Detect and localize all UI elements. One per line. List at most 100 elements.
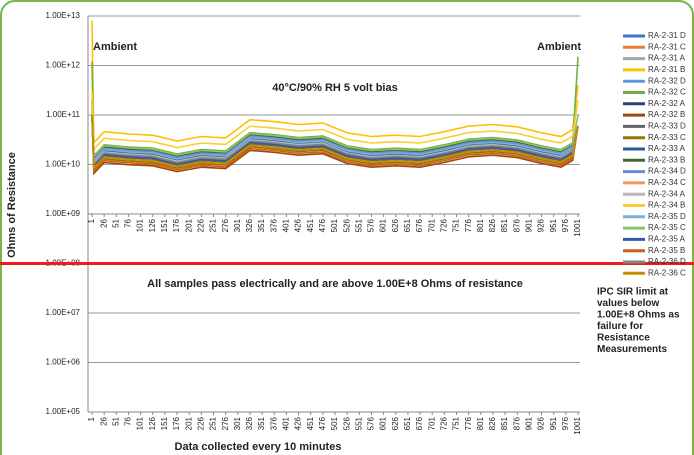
x-tick-label: 676 (415, 218, 424, 232)
x-tick-label: 401 (282, 218, 291, 232)
x-tick-label: 176 (172, 416, 181, 430)
note-line: values below (597, 298, 659, 309)
legend-label: RA-2-35 C (648, 223, 686, 232)
x-tick-label: 251 (209, 416, 218, 430)
series-line (91, 20, 579, 145)
x-tick-label: 701 (427, 218, 436, 232)
x-tick-label: 576 (367, 416, 376, 430)
x-tick-label: 651 (403, 218, 412, 232)
legend-label: RA-2-35 B (648, 246, 685, 255)
x-tick-label: 676 (415, 416, 424, 430)
series-line (91, 114, 579, 161)
y-tick-label: 1.00E+09 (46, 209, 81, 218)
series-line (91, 114, 579, 167)
x-tick-label: 301 (233, 416, 242, 430)
x-tick-label: 1001 (573, 416, 582, 434)
x-tick-label: 51 (111, 416, 120, 425)
legend-label: RA-2-31 D (648, 31, 686, 40)
x-tick-label: 951 (549, 218, 558, 232)
legend-label: RA-2-34 A (648, 189, 686, 198)
y-tick-label: 1.00E+05 (46, 407, 81, 416)
x-tick-label: 276 (221, 218, 230, 232)
x-tick-label: 626 (391, 218, 400, 232)
x-tick-label: 601 (379, 416, 388, 430)
x-tick-label: 201 (184, 416, 193, 430)
note-line: 1.00E+8 Ohms as (597, 310, 680, 321)
x-tick-label: 151 (160, 416, 169, 430)
x-tick-label: 76 (124, 416, 133, 425)
x-tick-label: 576 (367, 218, 376, 232)
legend-label: RA-2-32 A (648, 99, 686, 108)
x-tick-label: 26 (99, 416, 108, 425)
series-line (91, 114, 579, 165)
x-tick-label: 126 (148, 218, 157, 232)
x-tick-label: 751 (452, 218, 461, 232)
x-tick-label: 601 (379, 218, 388, 232)
series-line (91, 114, 579, 164)
x-tick-label: 826 (488, 218, 497, 232)
x-tick-label: 101 (136, 218, 145, 232)
x-tick-label: 351 (257, 416, 266, 430)
y-tick-label: 1.00E+07 (46, 308, 81, 317)
legend-label: RA-2-32 D (648, 76, 686, 85)
x-tick-label: 376 (269, 416, 278, 430)
legend-label: RA-2-34 C (648, 178, 686, 187)
x-axis-label: Data collected every 10 minutes (175, 441, 342, 453)
x-tick-label: 226 (196, 416, 205, 430)
x-tick-label: 976 (561, 416, 570, 430)
x-tick-label: 451 (306, 218, 315, 232)
x-tick-label: 26 (99, 218, 108, 227)
y-tick-label: 1.00E+13 (46, 11, 81, 20)
legend-label: RA-2-33 B (648, 155, 685, 164)
x-tick-label: 776 (464, 416, 473, 430)
legend-label: RA-2-31 A (648, 54, 686, 63)
x-tick-label: 101 (136, 416, 145, 430)
x-tick-label: 1001 (573, 218, 582, 236)
x-tick-label: 726 (439, 218, 448, 232)
legend-label: RA-2-34 B (648, 201, 685, 210)
x-tick-label: 801 (476, 218, 485, 232)
x-tick-label: 426 (294, 416, 303, 430)
series-line (91, 114, 579, 176)
y-axis-label: Ohms of Resistance (6, 152, 18, 258)
y-tick-label: 1.00E+10 (46, 160, 81, 169)
series-line (91, 114, 579, 171)
x-tick-label: 226 (196, 218, 205, 232)
x-tick-label: 151 (160, 218, 169, 232)
x-tick-label: 376 (269, 218, 278, 232)
x-tick-label: 876 (512, 416, 521, 430)
legend-label: RA-2-31 B (648, 65, 685, 74)
note-line: Measurements (597, 344, 667, 355)
legend-label: RA-2-31 C (648, 42, 686, 51)
x-tick-label: 551 (354, 416, 363, 430)
x-tick-label: 951 (549, 416, 558, 430)
legend-label: RA-2-34 D (648, 167, 686, 176)
x-tick-label: 926 (537, 416, 546, 430)
annotation: All samples pass electrically and are ab… (147, 278, 523, 290)
x-tick-label: 876 (512, 218, 521, 232)
x-tick-label: 251 (209, 218, 218, 232)
x-tick-label: 301 (233, 218, 242, 232)
x-tick-label: 976 (561, 218, 570, 232)
x-tick-label: 701 (427, 416, 436, 430)
series-line (91, 114, 579, 168)
legend-label: RA-2-36 D (648, 257, 686, 266)
annotation: Ambient (93, 41, 137, 53)
x-tick-label: 501 (330, 218, 339, 232)
x-tick-label: 526 (342, 218, 351, 232)
series-line (91, 114, 579, 174)
x-tick-label: 451 (306, 416, 315, 430)
legend-label: RA-2-32 C (648, 88, 686, 97)
x-tick-label: 276 (221, 416, 230, 430)
series-line (91, 91, 579, 152)
legend-label: RA-2-35 D (648, 212, 686, 221)
note-line: Resistance (597, 333, 650, 344)
legend-label: RA-2-35 A (648, 235, 686, 244)
y-tick-label: 1.00E+12 (46, 61, 81, 70)
x-tick-label: 726 (439, 416, 448, 430)
x-tick-label: 426 (294, 218, 303, 232)
x-tick-label: 851 (500, 218, 509, 232)
x-tick-label: 351 (257, 218, 266, 232)
x-tick-label: 326 (245, 218, 254, 232)
